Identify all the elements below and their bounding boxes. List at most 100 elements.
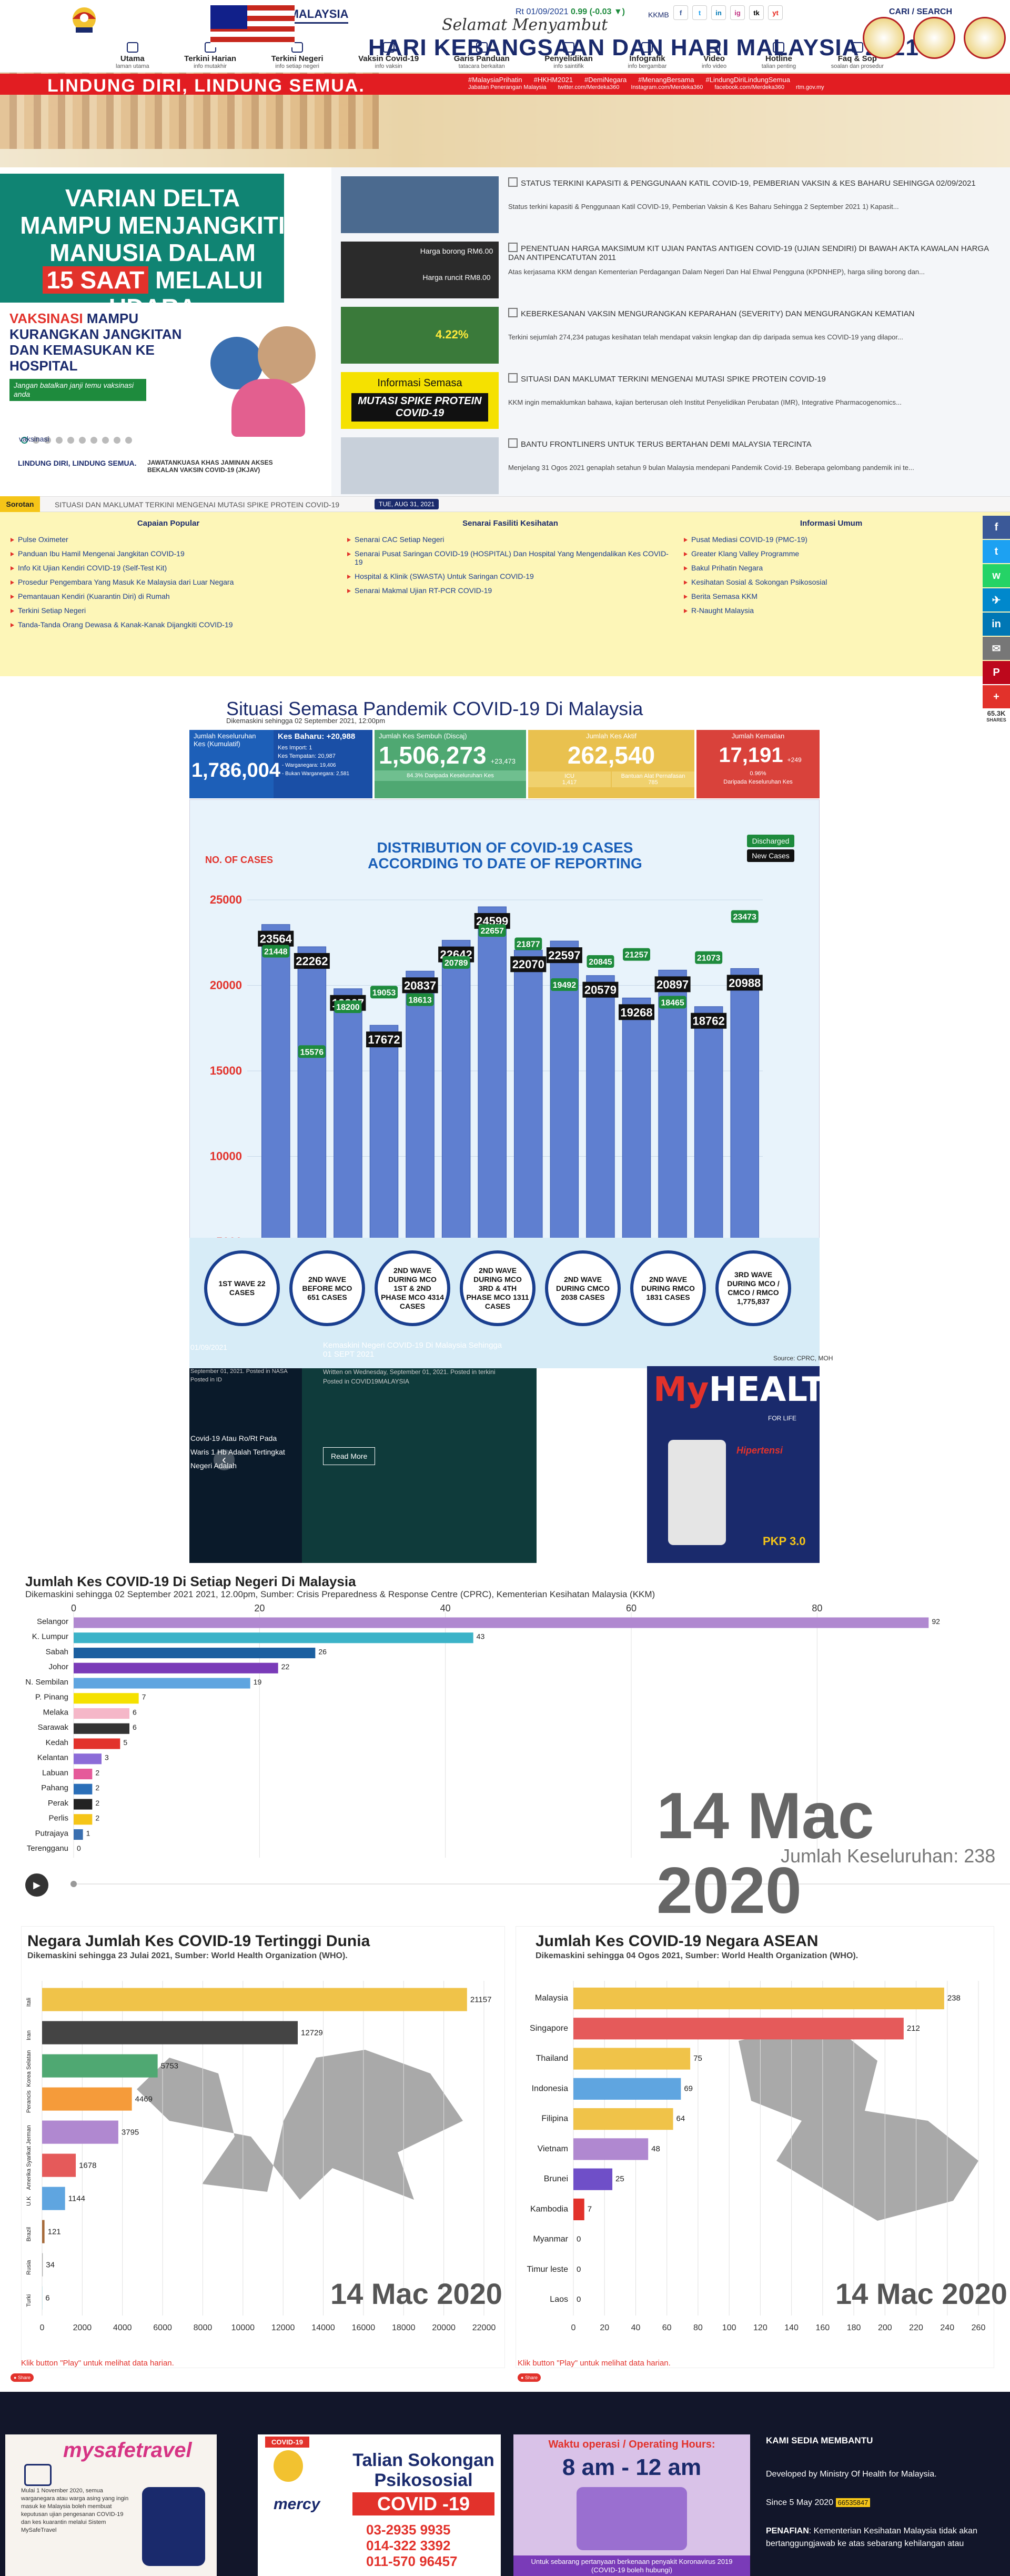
news-thumbnail[interactable]: 4.22% [341,307,499,364]
slider-prev-card[interactable] [189,1368,302,1563]
bar [573,2018,904,2040]
banner-link[interactable]: facebook.com/Merdeka360 [714,84,785,91]
share-linkedin-icon[interactable]: in [983,613,1010,636]
linkedin-icon[interactable]: in [711,5,726,20]
phone-number[interactable]: 011-570 96457 [366,2553,458,2569]
bar-new-cases [622,997,651,1242]
quick-link[interactable]: Prosedur Pengembara Yang Masuk Ke Malays… [11,578,326,586]
category-label: Sarawak [38,1723,69,1732]
facebook-icon[interactable]: f [673,5,688,20]
nav-item[interactable]: Vaksin Covid-19 info vaksin [358,42,419,69]
nav-label: Penyelidikan [544,54,593,63]
carousel-dot[interactable] [56,437,63,444]
category-label: K. Lumpur [32,1632,68,1641]
twitter-icon[interactable]: t [692,5,707,20]
carousel-dot[interactable] [33,437,39,444]
quick-link[interactable]: Pemantauan Kendiri (Kuarantin Diri) di R… [11,592,326,600]
nav-item[interactable]: Terkini Harian info mutakhir [184,42,236,69]
banner-link[interactable]: rtm.gov.my [796,84,824,91]
news-title[interactable]: STATUS TERKINI KAPASITI & PENGGUNAAN KAT… [508,177,997,188]
kkmb-link[interactable]: KKMB [648,11,669,19]
news-title[interactable]: BANTU FRONTLINERS UNTUK TERUS BERTAHAN D… [508,438,997,449]
quick-link[interactable]: Senarai Makmal Ujian RT-PCR COVID-19 [347,586,673,595]
quick-link[interactable]: Pusat Mediasi COVID-19 (PMC-19) [684,535,978,544]
nav-item[interactable]: Garis Panduan tatacara berkaitan [454,42,510,69]
phone-number[interactable]: 014-322 3392 [366,2538,451,2553]
quick-link[interactable]: Hospital & Klinik (SWASTA) Untuk Saringa… [347,572,673,580]
news-title[interactable]: KEBERKESANAN VAKSIN MENGURANGKAN KEPARAH… [508,308,997,318]
slider-prev-arrow-icon[interactable]: ‹ [214,1449,235,1470]
carousel-dot[interactable] [102,437,109,444]
carousel-dot[interactable] [67,437,74,444]
world-share-button[interactable]: ● Share [11,2373,34,2382]
psikososial-card[interactable]: COVID-19 Talian Sokongan Psikososial COV… [258,2434,501,2576]
share-whatsapp-icon[interactable]: w [983,564,1010,587]
banner-link[interactable]: Jabatan Penerangan Malaysia [468,84,547,91]
discharged-label-bg [406,993,434,1006]
carousel-dot[interactable] [125,437,132,444]
news-thumbnail[interactable] [341,437,499,494]
news-item[interactable]: Harga borong RM6.00 Harga runcit RM8.00 PE… [341,235,1010,301]
share-email-icon[interactable]: ✉ [983,637,1010,660]
asean-share-button[interactable]: ● Share [518,2373,541,2382]
timeline-handle[interactable] [70,1881,77,1887]
nav-item[interactable]: Penyelidikan info saintifik [544,42,593,69]
quick-link[interactable]: Tanda-Tanda Orang Dewasa & Kanak-Kanak D… [11,620,326,629]
mysafetravel-card[interactable]: mysafetravel Mulai 1 November 2020, semu… [5,2434,217,2576]
quick-link[interactable]: Info Kit Ujian Kendiri COVID-19 (Self-Te… [11,564,326,572]
tiktok-icon[interactable]: tk [749,5,764,20]
banner-link[interactable]: twitter.com/Merdeka360 [558,84,620,91]
news-item[interactable]: 4.22% KEBERKESANAN VAKSIN MENGURANGKAN KE… [341,300,1010,366]
read-more-button[interactable]: Read More [323,1447,376,1465]
share-more-icon[interactable]: + [983,685,1010,708]
quick-link[interactable]: Senarai Pusat Saringan COVID-19 (HOSPITA… [347,549,673,566]
quick-link[interactable]: Senarai CAC Setiap Negeri [347,535,673,544]
carousel-dot[interactable] [90,437,97,444]
carousel-dot[interactable] [114,437,120,444]
nav-item[interactable]: Utama laman utama [116,42,149,69]
share-facebook-icon[interactable]: f [983,516,1010,539]
carousel-dot[interactable] [21,437,28,444]
value-label: 69 [684,2084,693,2093]
discharged-label-bg [514,937,542,950]
news-title[interactable]: SITUASI DAN MAKLUMAT TERKINI MENGENAI MU… [508,373,997,384]
myhealth-banner[interactable]: MyHEALTH FOR LIFE Hipertensi PKP 3.0 [647,1366,820,1563]
share-twitter-icon[interactable]: t [983,540,1010,563]
news-item[interactable]: STATUS TERKINI KAPASITI & PENGGUNAAN KAT… [341,170,1010,236]
quick-link[interactable]: Kesihatan Sosial & Sokongan Psikososial [684,578,978,586]
nav-item[interactable]: Video info video [702,42,726,69]
kkm-crest-logo[interactable] [62,3,106,40]
instagram-icon[interactable]: ig [730,5,745,20]
carousel-dot[interactable] [79,437,86,444]
news-thumbnail[interactable] [341,176,499,233]
sorotan-headline[interactable]: SITUASI DAN MAKLUMAT TERKINI MENGENAI MU… [55,500,340,509]
news-thumbnail[interactable]: Informasi Semasa MUTASI SPIKE PROTEIN COV… [341,372,499,429]
stat-new: Kes Baharu: +20,988 [278,732,356,741]
share-pinterest-icon[interactable]: P [983,661,1010,684]
nav-item[interactable]: Infografik info bergambar [628,42,666,69]
quick-link[interactable]: Greater Klang Valley Programme [684,549,978,558]
youtube-icon[interactable]: yt [768,5,783,20]
nav-item[interactable]: Faq & Sop soalan dan prosedur [831,42,884,69]
carousel-dot[interactable] [44,437,51,444]
quick-link[interactable]: Berita Semasa KKM [684,592,978,600]
banner-link[interactable]: Instagram.com/Merdeka360 [631,84,703,91]
news-thumbnail[interactable]: Harga borong RM6.00 Harga runcit RM8.00 [341,242,499,298]
quick-link[interactable]: Bakul Prihatin Negara [684,564,978,572]
news-title[interactable]: PENENTUAN HARGA MAKSIMUM KIT UJIAN PANTA… [508,243,997,262]
search-link[interactable]: CARI / SEARCH [889,7,953,16]
operating-hours-card[interactable]: Waktu operasi / Operating Hours: 8 am - … [513,2434,750,2576]
state-play-button[interactable]: ▶ [25,1873,48,1897]
slide-title[interactable]: Kemaskini Negeri COVID-19 Di Malaysia Se… [323,1341,502,1359]
quick-link[interactable]: R-Naught Malaysia [684,606,978,615]
quick-link[interactable]: Pulse Oximeter [11,535,326,544]
news-item[interactable]: Informasi Semasa MUTASI SPIKE PROTEIN COV… [341,366,1010,432]
quick-link[interactable]: Panduan Ibu Hamil Mengenai Jangkitan COV… [11,549,326,558]
nav-item[interactable]: Terkini Negeri info setiap negeri [271,42,324,69]
news-item[interactable]: BANTU FRONTLINERS UNTUK TERUS BERTAHAN D… [341,431,1010,497]
quick-link[interactable]: Terkini Setiap Negeri [11,606,326,615]
phone-number[interactable]: 03-2935 9935 [366,2522,451,2538]
share-telegram-icon[interactable]: ✈ [983,588,1010,612]
nav-item[interactable]: Hotline talian penting [762,42,796,69]
wave-circle: 2ND WAVE BEFORE MCO 651 CASES [289,1250,365,1326]
